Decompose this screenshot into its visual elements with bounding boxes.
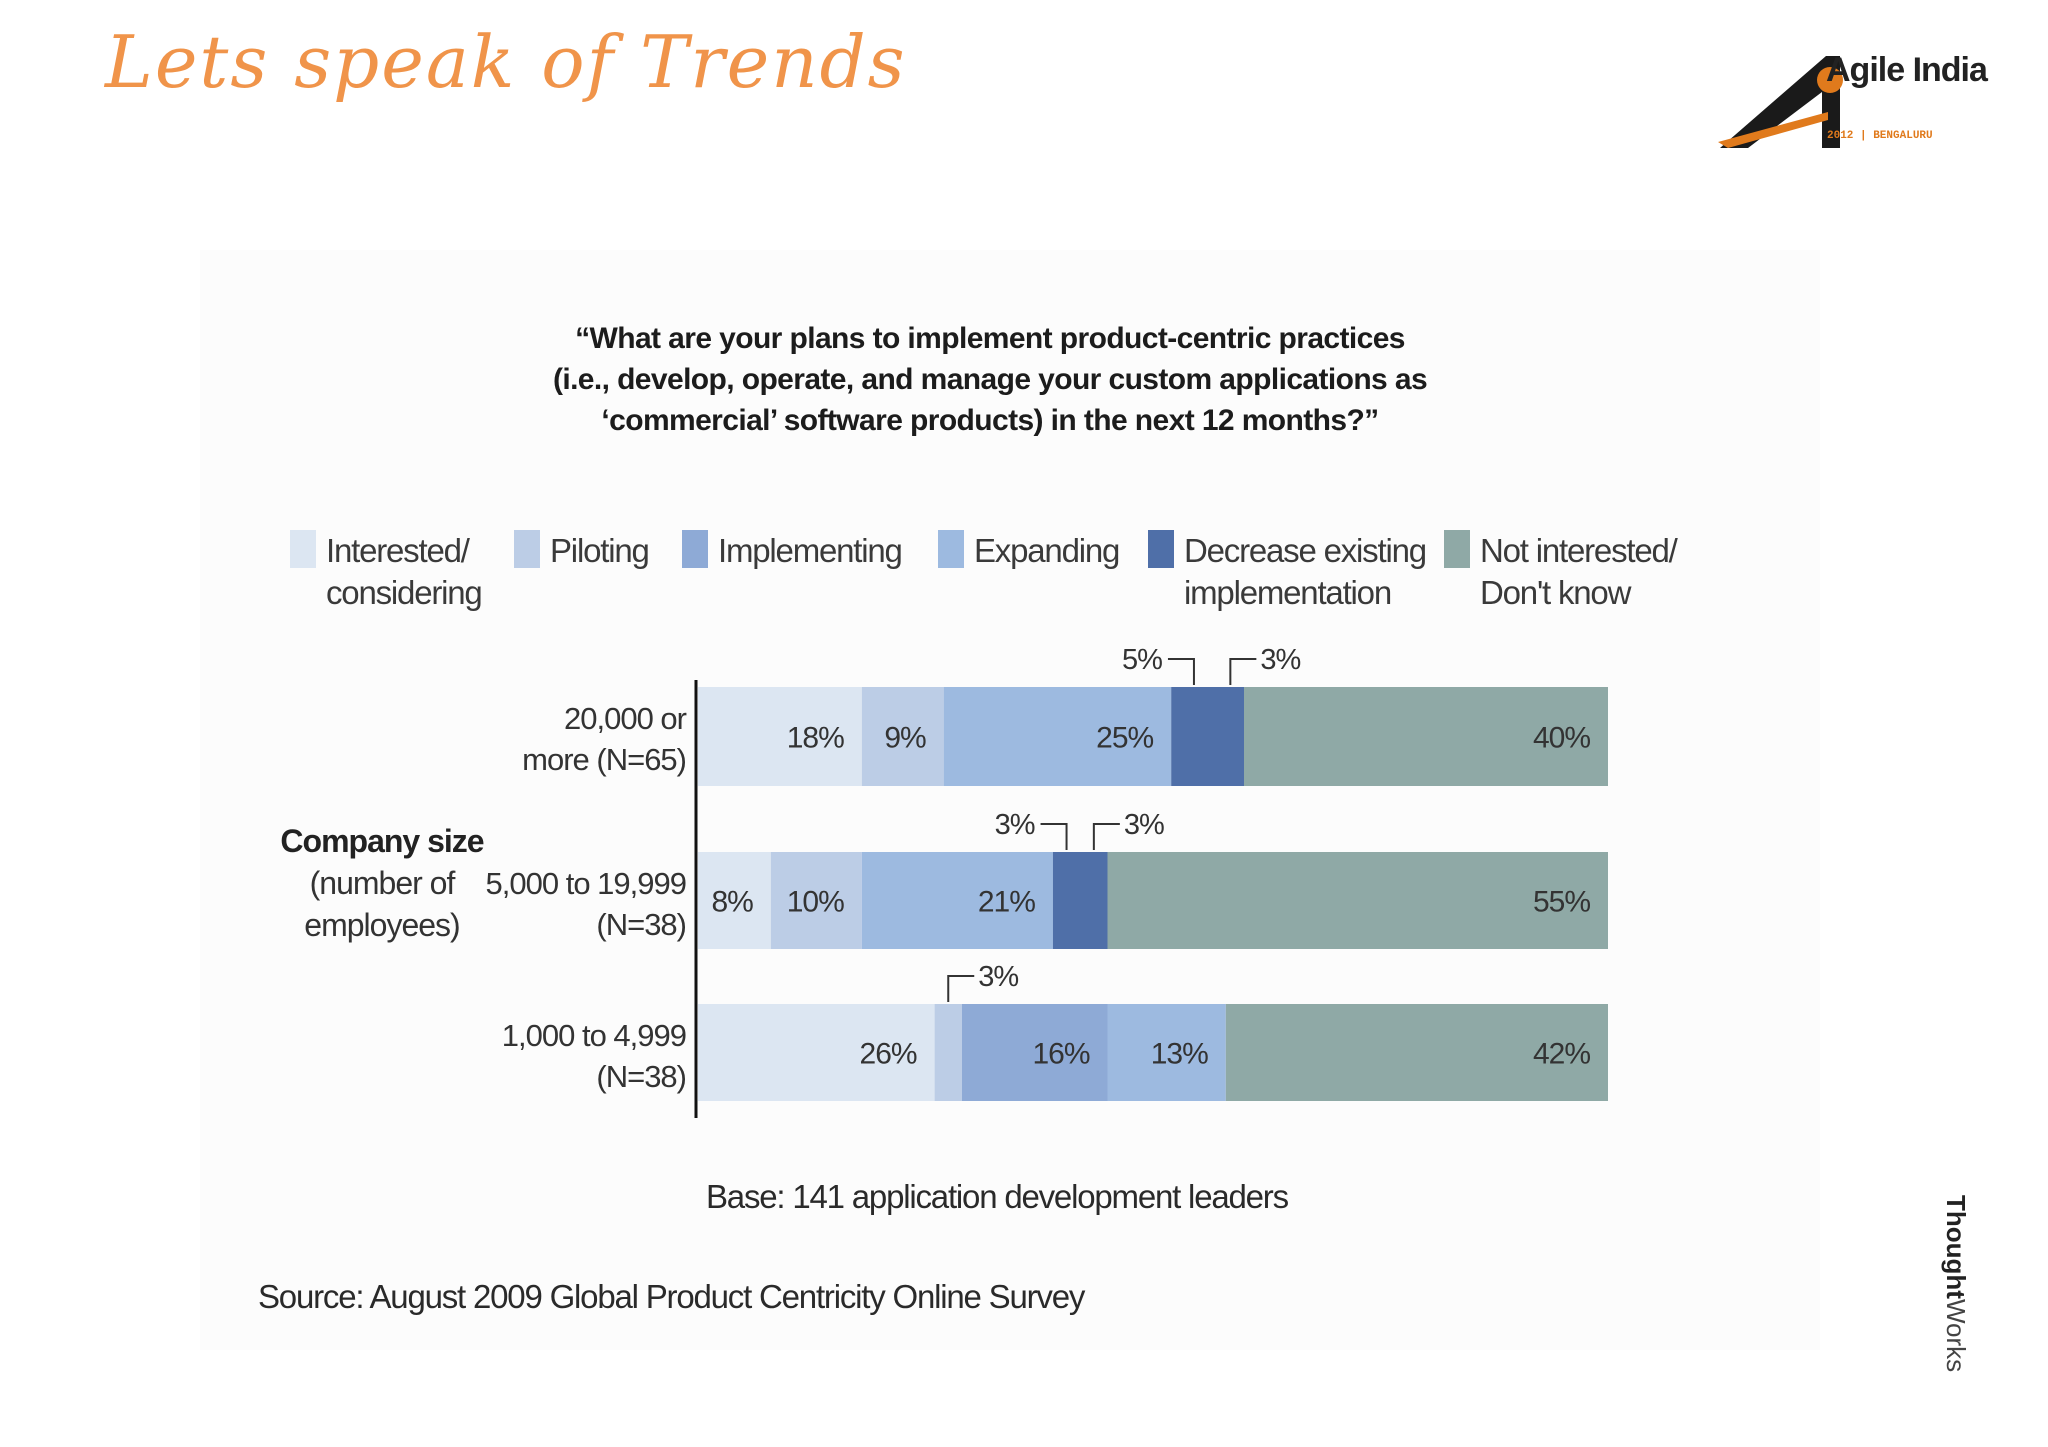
bar-segment-not-interested <box>1107 852 1608 949</box>
logo-subtext: 2012 | BENGALURU <box>1827 130 1933 142</box>
callout-label: 3% <box>978 961 1018 993</box>
legend-swatch <box>682 530 708 568</box>
data-label: 26% <box>860 1038 917 1071</box>
legend-label: Not interested/ Don't know <box>1480 532 1678 611</box>
legend-item-implementing: Implementing <box>682 530 903 572</box>
legend-label: Implementing <box>718 532 903 569</box>
chart-legend: Interested/ considering Piloting Impleme… <box>0 530 2048 620</box>
category-label-line2: more (N=65) <box>522 742 686 777</box>
data-label: 40% <box>1533 722 1590 755</box>
category-label-line1: 5,000 to 19,999 <box>486 866 686 901</box>
data-label: 25% <box>1096 722 1153 755</box>
category-label-line2: (N=38) <box>596 1059 686 1094</box>
legend-item-expanding: Expanding <box>938 530 1120 572</box>
source-note: Source: August 2009 Global Product Centr… <box>258 1278 1085 1315</box>
legend-label: Interested/ considering <box>326 532 483 611</box>
logo-dot <box>1817 67 1843 93</box>
data-label: 9% <box>884 722 926 755</box>
legend-swatch <box>514 530 540 568</box>
bar-segment-decrease <box>1171 687 1244 786</box>
legend-swatch <box>1444 530 1470 568</box>
data-label: 55% <box>1533 886 1590 919</box>
bar-segment-interested <box>698 1004 935 1101</box>
category-label-line2: (N=38) <box>596 907 686 942</box>
logo-stripe <box>1718 112 1828 148</box>
bar-segment-piloting <box>934 1004 962 1101</box>
bar-segment-piloting <box>861 687 944 786</box>
base-note: Base: 141 application development leader… <box>706 1178 1289 1215</box>
category-label-line1: 20,000 or <box>564 701 687 736</box>
data-label: 10% <box>787 886 844 919</box>
legend-swatch <box>938 530 964 568</box>
legend-label: Decrease existing implementation <box>1184 532 1427 611</box>
legend-item-interested: Interested/ considering <box>290 530 483 614</box>
slide-title: Lets speak of Trends <box>105 20 907 104</box>
y-axis-title-main: Company size <box>280 823 484 859</box>
brand-light: Works <box>1941 1298 1971 1373</box>
agile-india-logo <box>1718 56 1843 148</box>
chart-background <box>200 250 1820 1350</box>
legend-item-decrease: Decrease existing implementation <box>1148 530 1427 614</box>
data-label: 13% <box>1151 1038 1208 1071</box>
data-label: 21% <box>978 886 1035 919</box>
callout-leader <box>1167 658 1195 685</box>
bar-segment-implementing <box>961 1004 1108 1101</box>
bar-segment-not-interested <box>1225 1004 1608 1101</box>
bar-segment-interested <box>698 687 862 786</box>
data-label: 8% <box>711 886 753 919</box>
chart-title: “What are your plans to implement produc… <box>440 318 1540 441</box>
legend-label: Piloting <box>550 532 650 569</box>
bar-segment-expanding <box>861 852 1053 949</box>
legend-swatch <box>290 530 316 568</box>
bar-segment-interested <box>698 852 771 949</box>
legend-swatch <box>1148 530 1174 568</box>
callout-leader <box>1040 823 1068 850</box>
data-label: 16% <box>1032 1038 1089 1071</box>
chart-title-line-3: ‘commercial’ software products) in the n… <box>601 404 1379 437</box>
legend-item-not-interested: Not interested/ Don't know <box>1444 530 1678 614</box>
callout-label: 3% <box>995 809 1035 841</box>
callout-label: 3% <box>1260 644 1300 676</box>
logo-text: Agile India <box>1826 51 1988 89</box>
category-label-line1: 1,000 to 4,999 <box>502 1018 686 1053</box>
callout-leader <box>1229 658 1257 685</box>
bar-segment-not-interested <box>1244 687 1608 786</box>
brand-bold: Thought <box>1941 1195 1971 1299</box>
callout-label: 3% <box>1124 809 1164 841</box>
logo-triangle <box>1720 56 1840 148</box>
chart-title-line-2: (i.e., develop, operate, and manage your… <box>552 363 1428 396</box>
legend-label: Expanding <box>974 532 1120 569</box>
thoughtworks-brand: ThoughtWorks <box>1940 1195 1971 1372</box>
legend-item-piloting: Piloting <box>514 530 650 572</box>
callout-leader <box>1092 823 1120 850</box>
data-label: 42% <box>1533 1038 1590 1071</box>
chart-title-line-1: “What are your plans to implement produc… <box>575 322 1405 355</box>
bar-segment-decrease <box>1052 852 1108 949</box>
callout-label: 5% <box>1122 644 1162 676</box>
bar-segment-expanding <box>943 687 1172 786</box>
bar-segment-expanding <box>1107 1004 1226 1101</box>
y-axis-title: Company size (number of employees) <box>262 820 502 946</box>
data-label: 18% <box>787 722 844 755</box>
callout-leader <box>947 975 975 1002</box>
bar-segment-piloting <box>770 852 862 949</box>
y-axis-title-sub: (number of employees) <box>304 865 460 943</box>
